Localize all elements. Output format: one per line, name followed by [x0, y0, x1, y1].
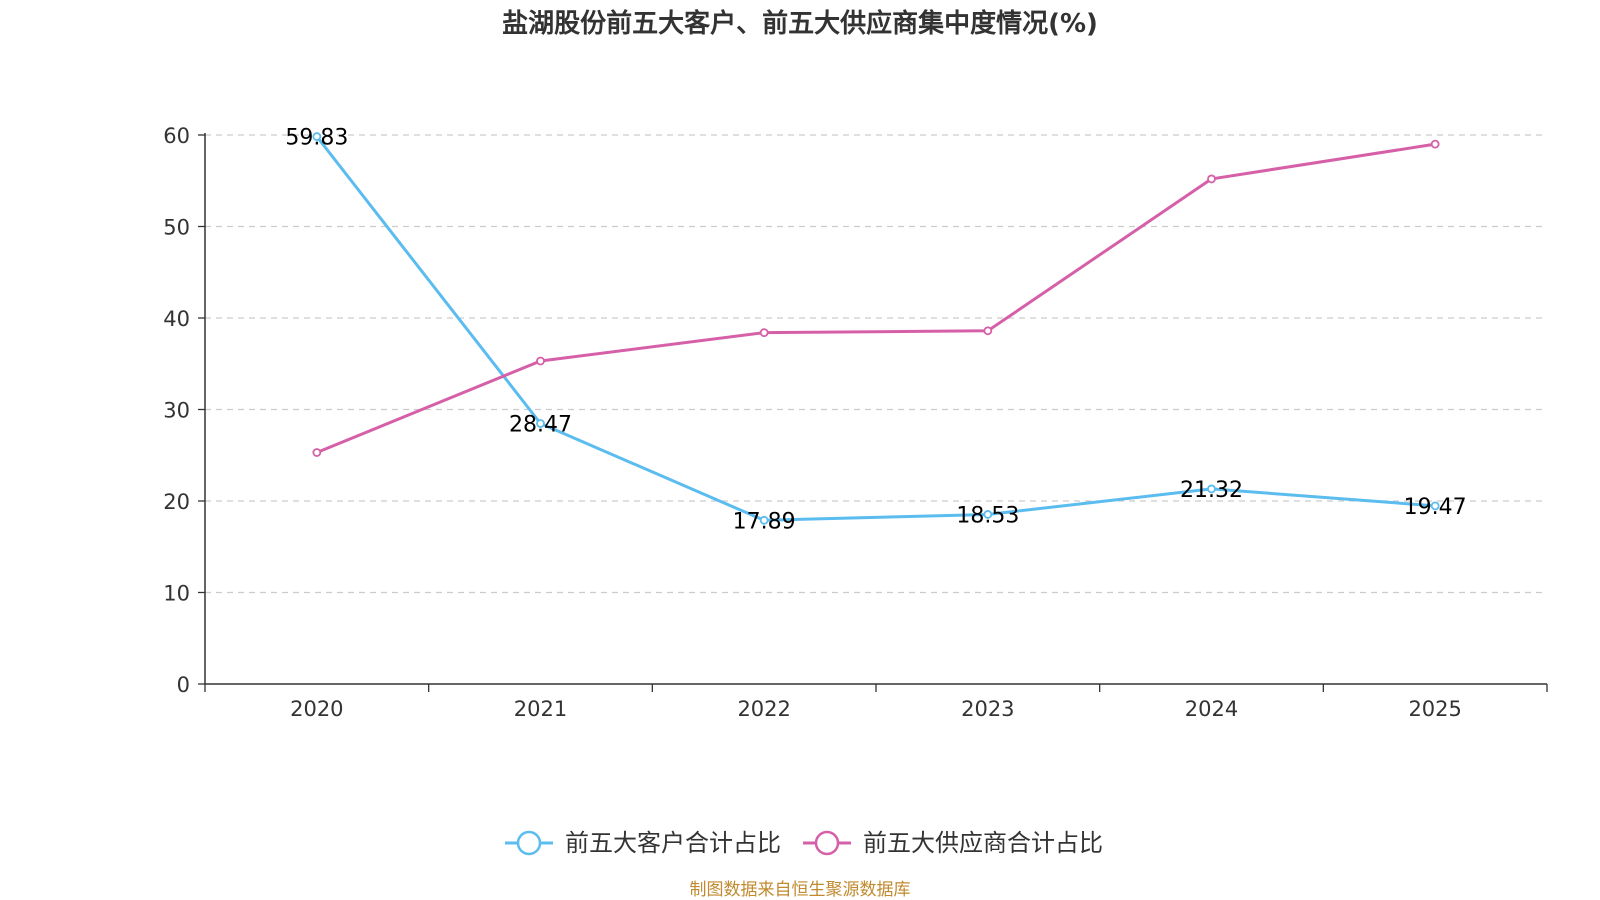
series-layer: [312, 132, 1440, 525]
y-tick-label-40: 40: [163, 307, 190, 331]
series-line-1: [316, 142, 1436, 454]
series-0-point-2020[interactable]: [312, 132, 322, 141]
series-0-point-2025[interactable]: [1430, 501, 1440, 511]
y-tick-label-10: 10: [163, 582, 190, 606]
series-0-label-2020: 59.83: [285, 126, 348, 151]
x-tick-label-2024: 2024: [1185, 697, 1238, 721]
series-1-point-2024[interactable]: [1207, 174, 1216, 184]
source-note: 制图数据来自恒生聚源数据库: [690, 880, 911, 900]
legend-marker-0: [516, 830, 542, 856]
x-tick-label-2025: 2025: [1408, 697, 1461, 721]
series-1-point-2022[interactable]: [759, 328, 769, 338]
x-tick-label-2020: 2020: [290, 697, 343, 721]
legend-marker-1: [814, 830, 840, 856]
x-tick-label-2023: 2023: [961, 697, 1014, 721]
series-0-label-2021: 28.47: [509, 412, 572, 437]
y-tick-label-50: 50: [163, 216, 190, 240]
axes: 0 10 20 30 40 50 60 2020 2021 2022 2023 2024 2025: [163, 124, 1548, 721]
series-0-point-2024[interactable]: [1207, 484, 1216, 494]
series-line-0: [315, 135, 1436, 522]
series-0-label-2025: 19.47: [1404, 495, 1467, 520]
y-tick-label-60: 60: [163, 124, 190, 148]
legend[interactable]: 前五大客户合计占比 前五大供应商合计占比: [505, 829, 1103, 857]
series-1-point-2020[interactable]: [312, 448, 322, 457]
series-1-point-2021[interactable]: [536, 356, 545, 366]
series-1-point-2023[interactable]: [983, 326, 993, 336]
legend-label-1: 前五大供应商合计占比: [863, 829, 1103, 857]
series-1-point-2025[interactable]: [1430, 139, 1440, 149]
x-tick-label-2021: 2021: [514, 697, 567, 721]
y-tick-label-30: 30: [163, 399, 190, 423]
series-0-point-2023[interactable]: [983, 510, 993, 519]
legend-item-0[interactable]: 前五大客户合计占比: [505, 829, 781, 857]
legend-item-1[interactable]: 前五大供应商合计占比: [803, 829, 1103, 857]
x-tick-label-2022: 2022: [737, 697, 790, 721]
series-0-point-2021[interactable]: [536, 419, 545, 428]
chart-title: 盐湖股份前五大客户、前五大供应商集中度情况(%): [502, 8, 1098, 39]
series-0-point-2022[interactable]: [759, 515, 769, 525]
data-labels: 59.83 28.47 17.89 18.53 21.32 19.47: [285, 126, 1466, 535]
series-0-label-2023: 18.53: [956, 503, 1019, 528]
series-0-label-2024: 21.32: [1180, 478, 1243, 503]
series-0-label-2022: 17.89: [733, 509, 796, 534]
y-tick-label-20: 20: [163, 490, 190, 514]
legend-label-0: 前五大客户合计占比: [565, 829, 781, 857]
y-tick-label-0: 0: [177, 673, 190, 697]
grid-lines: [205, 134, 1547, 594]
